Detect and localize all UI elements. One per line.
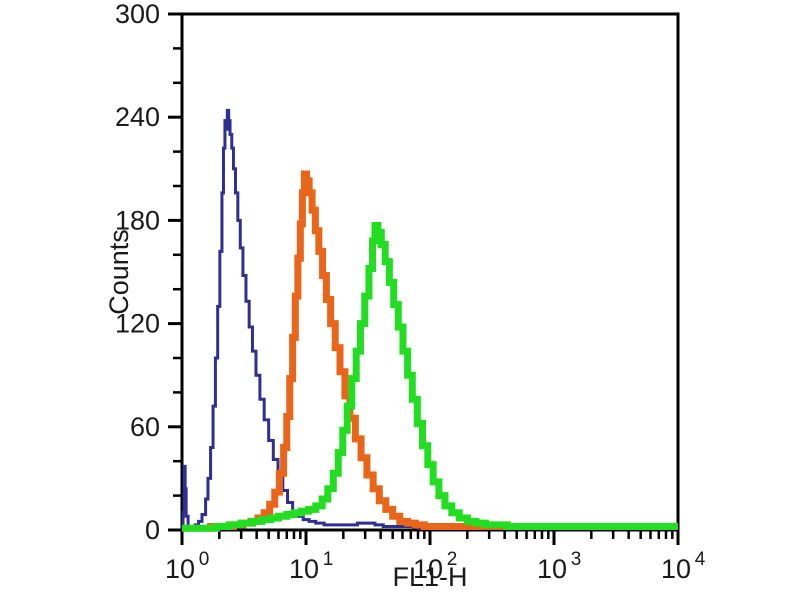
x-tick-label-base: 10	[537, 554, 567, 584]
x-tick-label-base: 10	[165, 554, 195, 584]
x-tick-label-exponent: 1	[323, 549, 334, 570]
histogram-trace-blue-histogram	[181, 108, 678, 532]
histogram-trace-orange-histogram	[182, 170, 678, 532]
x-axis-ticks	[180, 530, 680, 545]
y-axis-title: Counts	[104, 229, 134, 315]
x-tick-label-base: 10	[289, 554, 319, 584]
y-tick-label: 0	[145, 515, 160, 545]
x-tick-label-exponent: 3	[571, 549, 582, 570]
y-tick-label: 120	[115, 309, 160, 339]
y-tick-label: 300	[115, 0, 160, 29]
x-tick-label-exponent: 0	[199, 549, 210, 570]
x-axis-tick-labels: 10 0 10 1 10 2 10 3 10 4	[165, 549, 706, 584]
x-axis-title: FL1-H	[392, 562, 467, 592]
x-tick-label-base: 10	[661, 554, 691, 584]
x-tick-label-exponent: 2	[447, 549, 458, 570]
histogram-traces	[181, 108, 678, 532]
y-tick-label: 60	[130, 412, 160, 442]
x-tick-label-base: 10	[413, 554, 443, 584]
x-tick-label-exponent: 4	[695, 549, 706, 570]
histogram-trace-green-histogram	[182, 222, 678, 532]
y-axis-tick-labels: 0 60 120 180 240 300	[115, 0, 160, 545]
y-axis-ticks	[168, 12, 182, 532]
y-tick-label: 240	[115, 102, 160, 132]
y-tick-label: 180	[115, 205, 160, 235]
